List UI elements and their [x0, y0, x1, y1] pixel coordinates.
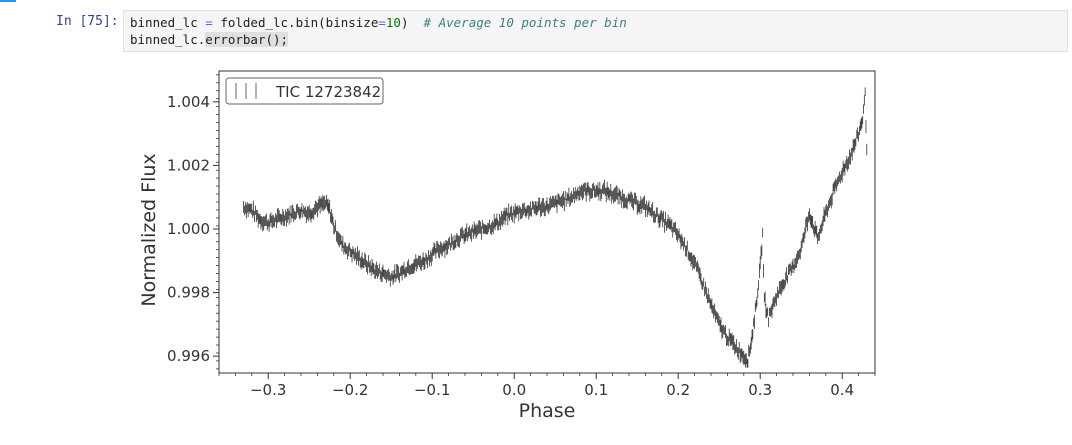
x-tick-label: 0.4: [830, 381, 854, 399]
legend-box: [225, 77, 384, 105]
code-operator: =: [378, 15, 386, 30]
plot-frame: [218, 70, 876, 374]
cell-output: −0.3 −0.2 −0.1 0.0 0.1 0.2 0.3 0.4 0.996 0.998 1.…: [123, 56, 1068, 445]
code-line-1[interactable]: binned_lc = folded_lc.bin(binsize=10) # …: [130, 15, 627, 30]
data-marks: [243, 87, 868, 368]
code-operator: =: [205, 15, 213, 30]
y-tick-label: 1.002: [167, 156, 210, 174]
legend: TIC 12723842: [225, 77, 384, 105]
legend-errorbar-icon: [235, 83, 257, 99]
y-axis-label: Normalized Flux: [138, 153, 160, 306]
code-token: folded_lc.bin(binsize: [212, 15, 379, 30]
code-highlight: errorbar();: [205, 32, 289, 47]
y-tick-label: 0.996: [167, 347, 210, 365]
legend-label: TIC 12723842: [275, 83, 381, 101]
code-line-2[interactable]: binned_lc.errorbar();: [130, 32, 289, 47]
x-tick-label: −0.1: [414, 381, 450, 399]
x-tick-label: 0.2: [666, 381, 690, 399]
cell-focus-indicator: [0, 0, 16, 2]
errorbar-chart: −0.3 −0.2 −0.1 0.0 0.1 0.2 0.3 0.4 0.996 0.998 1.…: [138, 70, 876, 422]
code-token: binned_lc.: [130, 32, 206, 47]
cell-prompt: In [75]:: [56, 14, 119, 29]
x-tick-label: 0.0: [502, 381, 526, 399]
y-tick-label: 0.998: [167, 284, 210, 302]
code-token: binned_lc: [130, 15, 206, 30]
x-tick-label: 0.1: [584, 381, 608, 399]
code-token: ): [400, 15, 424, 30]
x-axis: −0.3 −0.2 −0.1 0.0 0.1 0.2 0.3 0.4: [218, 373, 876, 399]
x-tick-label: −0.3: [250, 381, 286, 399]
x-axis-label: Phase: [519, 400, 576, 422]
y-axis: 0.996 0.998 1.000 1.002 1.004: [167, 74, 219, 370]
x-tick-label: −0.2: [332, 381, 368, 399]
code-number: 10: [385, 15, 401, 30]
code-comment: # Average 10 points per bin: [423, 15, 627, 30]
code-editor[interactable]: binned_lc = folded_lc.bin(binsize=10) # …: [123, 10, 1068, 52]
y-tick-label: 1.004: [167, 93, 210, 111]
x-tick-label: 0.3: [748, 381, 772, 399]
y-tick-label: 1.000: [167, 220, 210, 238]
